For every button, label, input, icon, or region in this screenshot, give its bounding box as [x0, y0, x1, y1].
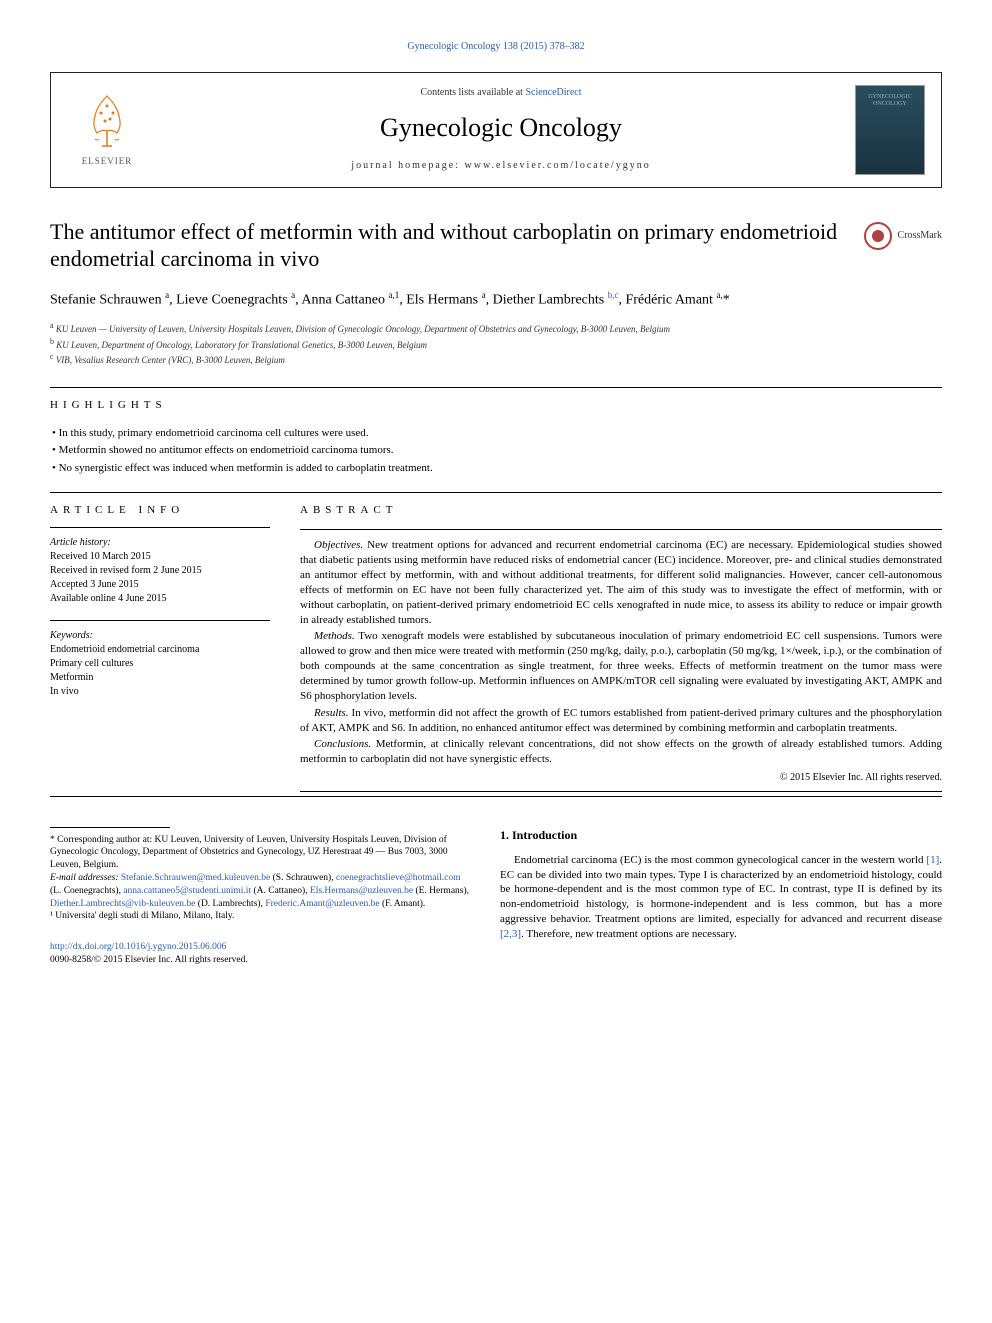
history-line: Available online 4 June 2015: [50, 592, 270, 606]
email-addresses: E-mail addresses: Stefanie.Schrauwen@med…: [50, 872, 470, 910]
contents-line: Contents lists available at ScienceDirec…: [147, 86, 855, 100]
highlight-item: In this study, primary endometrioid carc…: [52, 425, 942, 443]
cover-text-2: ONCOLOGY: [873, 101, 907, 108]
article-info-label: ARTICLE INFO: [50, 503, 270, 518]
keyword: Metformin: [50, 671, 270, 685]
crossmark-icon: [864, 222, 892, 250]
highlights-list: In this study, primary endometrioid carc…: [52, 425, 942, 478]
doi-block: http://dx.doi.org/10.1016/j.ygyno.2015.0…: [50, 941, 470, 966]
abstract-label: ABSTRACT: [300, 503, 942, 518]
ref-link-1[interactable]: [1]: [926, 854, 939, 866]
ref-link-2[interactable]: [2,3]: [500, 928, 521, 940]
intro-text-post: . Therefore, new treatment options are n…: [521, 928, 737, 940]
rule: [300, 529, 942, 530]
top-citation: Gynecologic Oncology 138 (2015) 378–382: [50, 40, 942, 54]
introduction-heading: 1. Introduction: [500, 827, 942, 843]
keyword: Primary cell cultures: [50, 657, 270, 671]
rule: [50, 387, 942, 388]
elsevier-tree-icon: [77, 91, 137, 151]
article-history: Article history: Received 10 March 2015R…: [50, 536, 270, 606]
highlights-label: HIGHLIGHTS: [50, 398, 942, 413]
history-line: Received in revised form 2 June 2015: [50, 564, 270, 578]
journal-cover: GYNECOLOGIC ONCOLOGY: [855, 85, 925, 175]
keyword: Endometrioid endometrial carcinoma: [50, 643, 270, 657]
elsevier-logo: ELSEVIER: [67, 85, 147, 175]
email-link[interactable]: Stefanie.Schrauwen@med.kuleuven.be: [121, 873, 270, 883]
email-link[interactable]: anna.cattaneo5@studenti.unimi.it: [123, 886, 251, 896]
journal-header: ELSEVIER Contents lists available at Sci…: [50, 72, 942, 188]
email-link[interactable]: coenegrachtslieve@hotmail.com: [336, 873, 461, 883]
footnotes: * Corresponding author at: KU Leuven, Un…: [50, 834, 470, 924]
history-line: Received 10 March 2015: [50, 550, 270, 564]
affiliations: a KU Leuven — University of Leuven, Univ…: [50, 320, 942, 367]
rule: [50, 620, 270, 621]
rule: [50, 527, 270, 528]
intro-text-pre: Endometrial carcinoma (EC) is the most c…: [514, 854, 926, 866]
author-list: Stefanie Schrauwen a, Lieve Coenegrachts…: [50, 289, 942, 311]
history-heading: Article history:: [50, 536, 270, 550]
rule: [300, 791, 942, 792]
footnote-1: ¹ Universita' degli studi di Milano, Mil…: [50, 910, 470, 923]
keywords-heading: Keywords:: [50, 629, 270, 643]
abstract-text: Objectives. New treatment options for ad…: [300, 538, 942, 767]
issn-copyright: 0090-8258/© 2015 Elsevier Inc. All right…: [50, 955, 248, 965]
journal-homepage: journal homepage: www.elsevier.com/locat…: [147, 159, 855, 173]
rule: [50, 796, 942, 797]
keywords-block: Keywords: Endometrioid endometrial carci…: [50, 629, 270, 699]
email-link[interactable]: Diether.Lambrechts@vib-kuleuven.be: [50, 899, 195, 909]
elsevier-name: ELSEVIER: [82, 155, 133, 167]
article-title: The antitumor effect of metformin with a…: [50, 218, 844, 273]
abstract-copyright: © 2015 Elsevier Inc. All rights reserved…: [300, 771, 942, 785]
footnote-rule: [50, 827, 170, 828]
sciencedirect-link[interactable]: ScienceDirect: [525, 87, 581, 98]
crossmark-label: CrossMark: [898, 229, 942, 243]
introduction-text: Endometrial carcinoma (EC) is the most c…: [500, 853, 942, 942]
cover-text-1: GYNECOLOGIC: [868, 94, 911, 101]
history-line: Accepted 3 June 2015: [50, 578, 270, 592]
doi-link[interactable]: http://dx.doi.org/10.1016/j.ygyno.2015.0…: [50, 942, 226, 952]
journal-title: Gynecologic Oncology: [147, 110, 855, 145]
contents-prefix: Contents lists available at: [420, 87, 525, 98]
email-link[interactable]: Els.Hermans@uzleuven.be: [310, 886, 413, 896]
highlight-item: Metformin showed no antitumor effects on…: [52, 442, 942, 460]
corresponding-author: * Corresponding author at: KU Leuven, Un…: [50, 834, 470, 872]
crossmark-badge[interactable]: CrossMark: [864, 222, 942, 250]
highlight-item: No synergistic effect was induced when m…: [52, 460, 942, 478]
rule: [50, 492, 942, 493]
keyword: In vivo: [50, 685, 270, 699]
email-link[interactable]: Frederic.Amant@uzleuven.be: [265, 899, 379, 909]
